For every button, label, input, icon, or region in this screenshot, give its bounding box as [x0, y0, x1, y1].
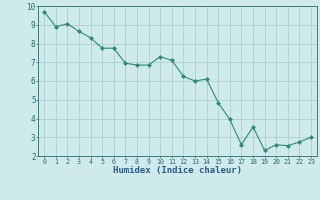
- X-axis label: Humidex (Indice chaleur): Humidex (Indice chaleur): [113, 166, 242, 175]
